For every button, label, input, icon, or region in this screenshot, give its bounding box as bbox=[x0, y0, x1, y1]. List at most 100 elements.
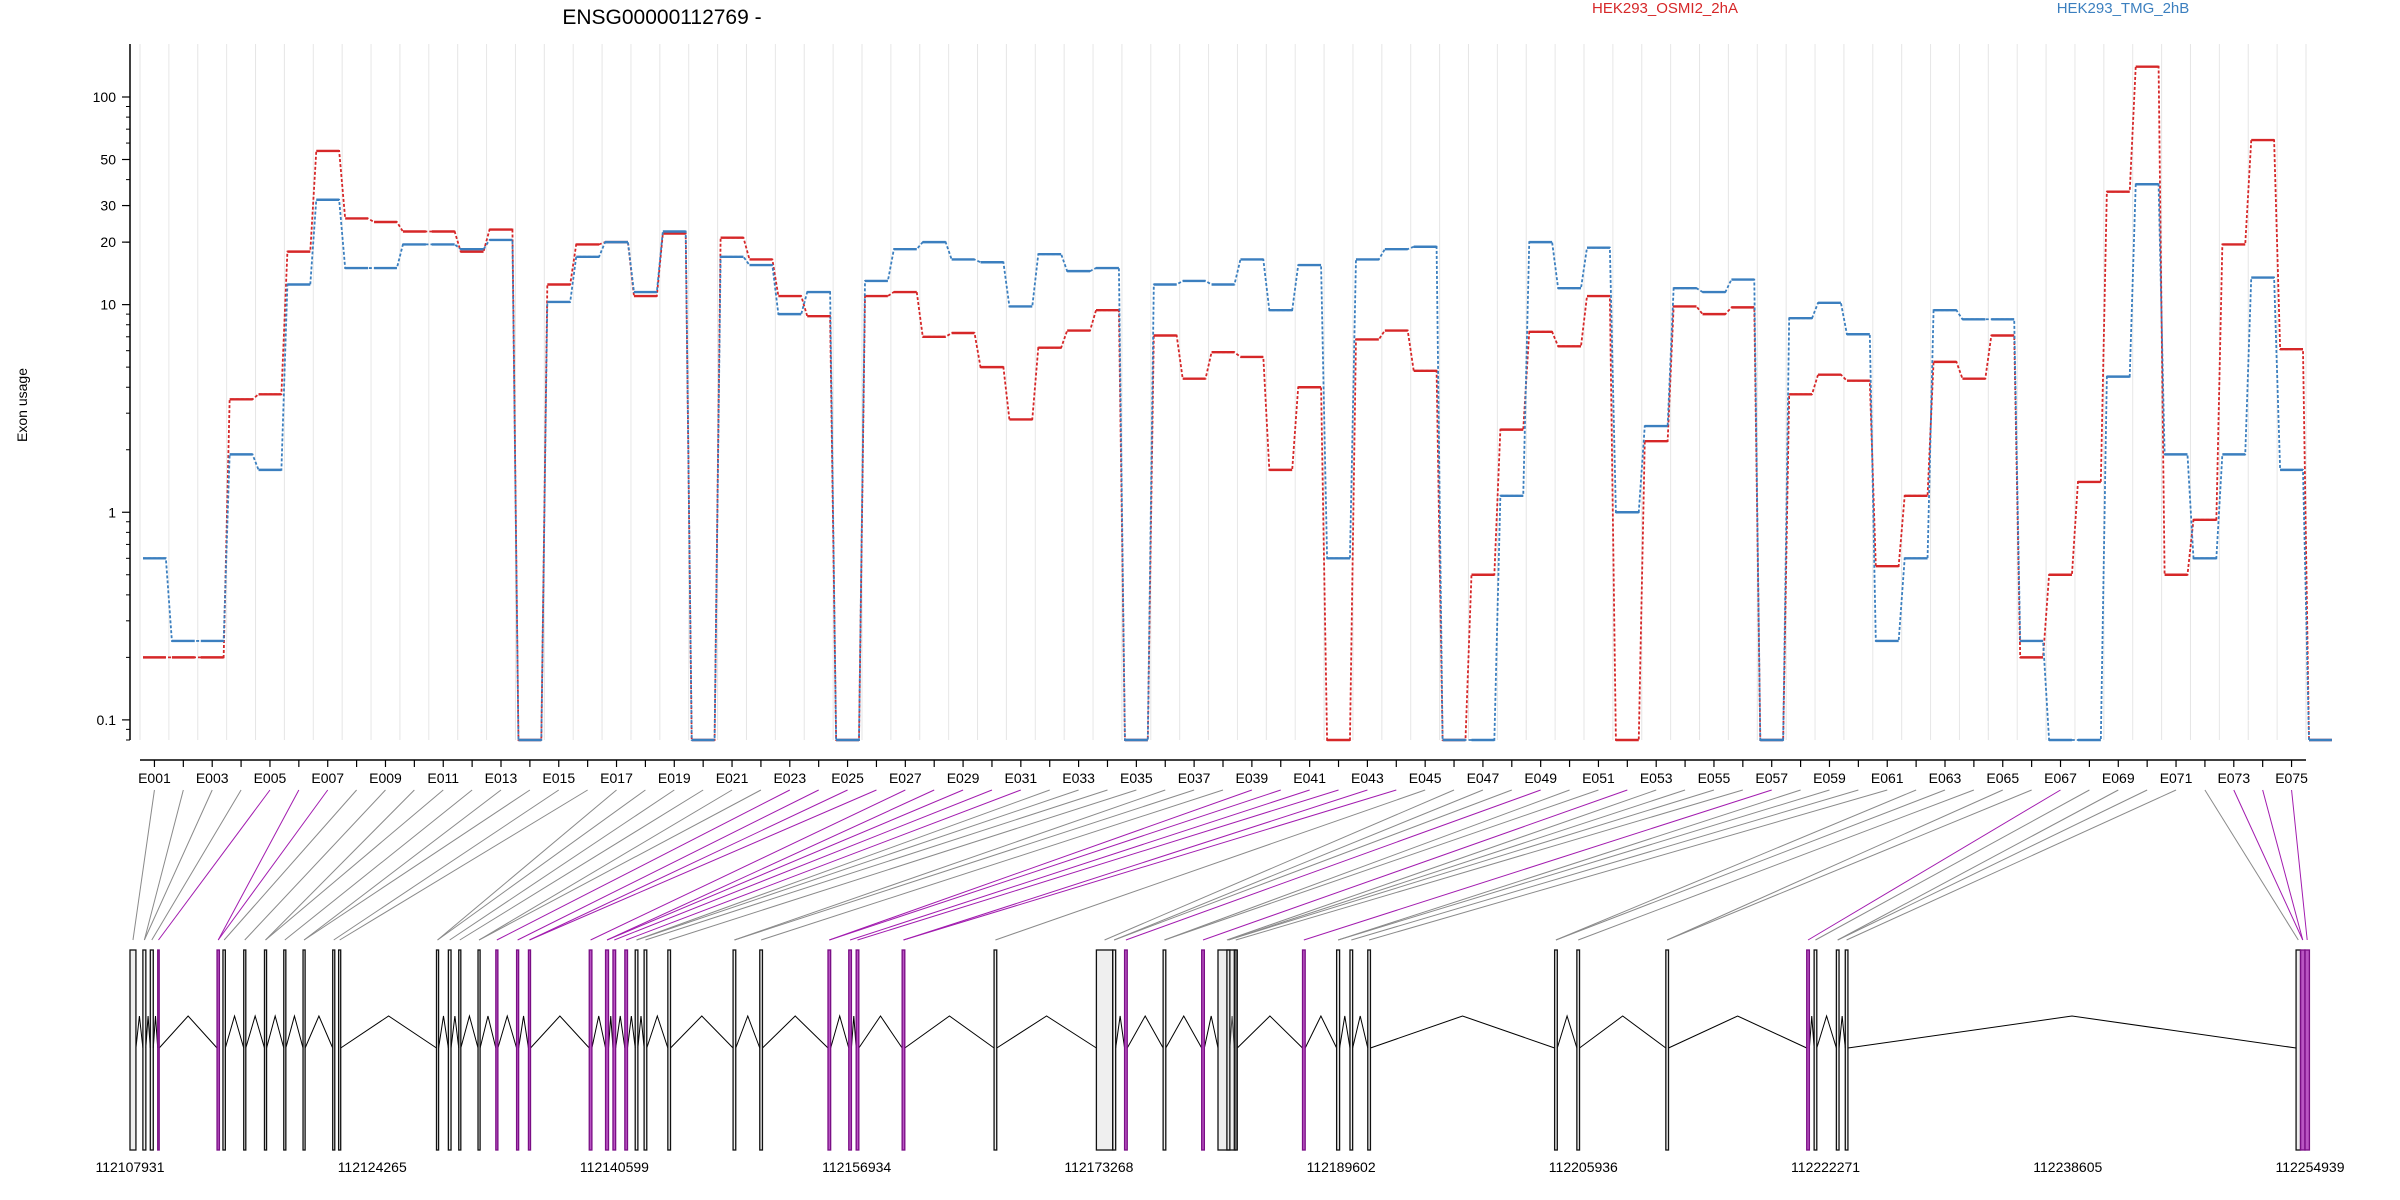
intron bbox=[1304, 1014, 1338, 1049]
exon-block bbox=[901, 949, 906, 1151]
x-tick-label: E061 bbox=[1871, 770, 1904, 786]
x-tick-label: E053 bbox=[1640, 770, 1673, 786]
exon-connector bbox=[636, 789, 1079, 941]
exon-connector bbox=[606, 789, 964, 941]
exon-block bbox=[283, 949, 287, 1151]
exon-connector bbox=[529, 789, 848, 941]
x-tick-label: E051 bbox=[1582, 770, 1615, 786]
exon-block bbox=[667, 949, 672, 1151]
exon-block bbox=[759, 949, 764, 1151]
x-tick-label: E023 bbox=[773, 770, 806, 786]
x-tick-label: E071 bbox=[2160, 770, 2193, 786]
x-tick-label: E065 bbox=[1986, 770, 2019, 786]
intron bbox=[304, 1014, 334, 1049]
exon-connector bbox=[158, 789, 271, 941]
x-tick-label: E055 bbox=[1698, 770, 1731, 786]
exon-connector bbox=[2291, 789, 2308, 941]
genomic-tick-label: 112107931 bbox=[95, 1159, 164, 1175]
x-tick-label: E035 bbox=[1120, 770, 1153, 786]
exon-connector bbox=[1114, 789, 1512, 941]
exon-block bbox=[588, 949, 593, 1151]
exon-connector bbox=[829, 789, 1281, 941]
exon-connector bbox=[223, 789, 357, 941]
intron bbox=[1838, 1015, 1846, 1049]
exon-block bbox=[332, 949, 336, 1151]
genomic-tick-label: 112205936 bbox=[1549, 1159, 1618, 1175]
exon-connector bbox=[303, 789, 531, 941]
y-axis-label: Exon usage bbox=[14, 368, 30, 442]
exon-connector bbox=[829, 789, 1253, 941]
exon-block bbox=[1233, 949, 1238, 1151]
intron bbox=[438, 1015, 449, 1049]
exon-connector bbox=[284, 789, 473, 941]
series-lines bbox=[143, 65, 2332, 742]
exon-block bbox=[1835, 949, 1840, 1151]
exon-connector bbox=[1114, 789, 1484, 941]
intron bbox=[1816, 1014, 1837, 1049]
x-tick-label: E069 bbox=[2102, 770, 2135, 786]
x-tick-label: E067 bbox=[2044, 770, 2077, 786]
intron bbox=[285, 1014, 304, 1049]
exon-connector bbox=[645, 789, 1108, 941]
exon-connector bbox=[529, 789, 877, 941]
intron bbox=[858, 1015, 903, 1049]
x-tick-label: E049 bbox=[1524, 770, 1557, 786]
x-tick-label: E031 bbox=[1004, 770, 1037, 786]
genomic-tick-label: 112254939 bbox=[2275, 1159, 2344, 1175]
exon-connector bbox=[1235, 789, 1743, 941]
genomic-tick-label: 112238605 bbox=[2033, 1159, 2102, 1175]
exon-block bbox=[2299, 949, 2306, 1151]
exon-connector bbox=[143, 789, 213, 941]
intron bbox=[1847, 1015, 2297, 1049]
exon-block bbox=[447, 949, 452, 1151]
exon-block bbox=[129, 949, 137, 1151]
exon-connector bbox=[1846, 789, 2177, 941]
exon-connector bbox=[1807, 789, 2061, 941]
y-tick-label: 50 bbox=[100, 152, 116, 168]
exon-connector bbox=[669, 789, 1137, 941]
axes: 0.1 1 10 20 30 50 100 E001 E003 E005 E007 E009 E011 E… bbox=[93, 44, 2308, 786]
exon-connector bbox=[1202, 789, 1628, 941]
exon-connector bbox=[339, 789, 588, 941]
exon-connector bbox=[1837, 789, 2119, 941]
exon-connector bbox=[2262, 789, 2304, 941]
intron bbox=[479, 1015, 497, 1049]
exon-block bbox=[458, 949, 462, 1151]
exon-block bbox=[302, 949, 306, 1151]
exon-block bbox=[2295, 949, 2302, 1151]
intron bbox=[460, 1014, 479, 1049]
exon-connector bbox=[849, 789, 1310, 941]
exon-connector bbox=[1228, 789, 1715, 941]
exon-connector bbox=[132, 789, 155, 941]
x-tick-label: E037 bbox=[1178, 770, 1211, 786]
intron bbox=[1352, 1015, 1369, 1049]
exon-connector bbox=[734, 789, 1166, 941]
exon-connector bbox=[478, 789, 733, 941]
intron bbox=[608, 1015, 614, 1049]
exon-connector bbox=[903, 789, 1368, 941]
intron bbox=[135, 1015, 144, 1049]
intron bbox=[245, 1014, 265, 1049]
intron bbox=[762, 1015, 829, 1049]
intron bbox=[735, 1014, 761, 1049]
exon-block bbox=[1095, 949, 1114, 1151]
exon-block bbox=[604, 949, 610, 1151]
exon-block bbox=[643, 949, 648, 1151]
intron bbox=[1556, 1014, 1578, 1049]
intron bbox=[615, 1015, 626, 1049]
exon-connector bbox=[217, 789, 300, 941]
exon-block bbox=[435, 949, 440, 1151]
exon-connector bbox=[1337, 789, 1830, 941]
exon-connector bbox=[1351, 789, 1859, 941]
exon-connector bbox=[2233, 789, 2304, 941]
exon-connector bbox=[1837, 789, 2148, 941]
x-tick-label: E007 bbox=[311, 770, 344, 786]
intron bbox=[1370, 1015, 1555, 1049]
x-tick-label: E019 bbox=[658, 770, 691, 786]
exon-connector bbox=[217, 789, 329, 941]
intron bbox=[145, 1015, 151, 1049]
exon-connector bbox=[734, 789, 1195, 941]
exon-block bbox=[142, 949, 147, 1151]
exon-connector bbox=[1104, 789, 1455, 941]
legend-series-1: HEK293_OSMI2_2hA bbox=[1592, 0, 1738, 17]
